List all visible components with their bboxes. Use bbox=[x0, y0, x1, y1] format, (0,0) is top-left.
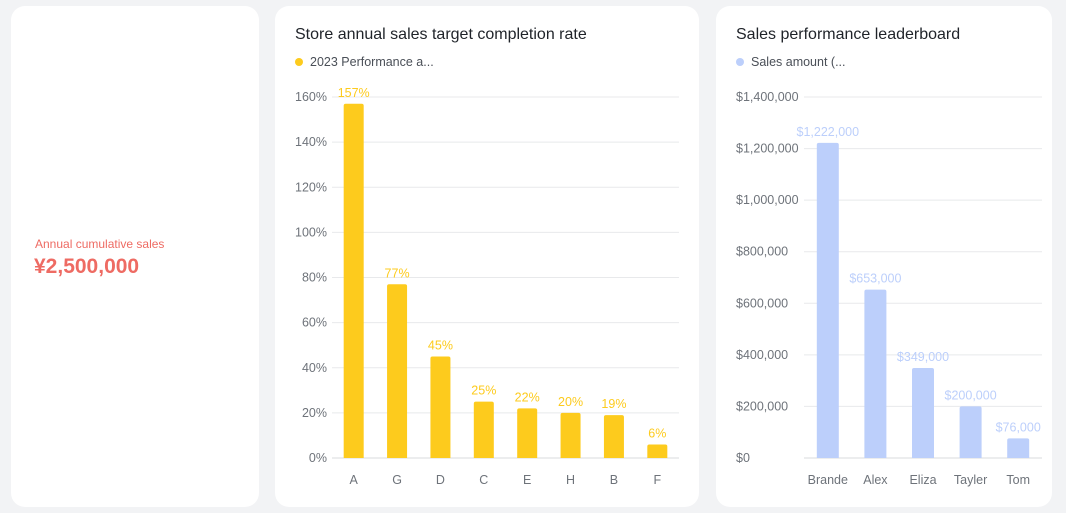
data-label: $200,000 bbox=[945, 388, 997, 402]
y-tick-label: $400,000 bbox=[736, 348, 788, 362]
x-tick-label: Tom bbox=[1006, 473, 1030, 487]
x-tick-label: E bbox=[523, 473, 531, 487]
bar-d[interactable] bbox=[430, 356, 451, 458]
x-tick-label: D bbox=[436, 473, 445, 487]
y-tick-label: 160% bbox=[295, 90, 327, 104]
kpi-value: ¥2,500,000 bbox=[34, 255, 140, 278]
x-tick-label: Alex bbox=[863, 473, 888, 487]
data-label: 157% bbox=[338, 86, 370, 100]
bar-brande[interactable] bbox=[816, 142, 839, 459]
y-tick-label: $1,400,000 bbox=[736, 90, 799, 104]
data-label: 22% bbox=[515, 390, 540, 404]
bar-h[interactable] bbox=[560, 412, 581, 458]
y-tick-label: $200,000 bbox=[736, 399, 788, 413]
completion-rate-card: Store annual sales target completion rat… bbox=[275, 6, 699, 507]
y-tick-label: $600,000 bbox=[736, 296, 788, 310]
data-label: $76,000 bbox=[996, 420, 1041, 434]
x-tick-label: Eliza bbox=[909, 473, 936, 487]
kpi-label: Annual cumulative sales bbox=[35, 237, 165, 251]
data-label: 6% bbox=[648, 426, 666, 440]
y-tick-label: 60% bbox=[302, 316, 327, 330]
y-tick-label: $800,000 bbox=[736, 245, 788, 259]
y-tick-label: 100% bbox=[295, 225, 327, 239]
x-tick-label: Tayler bbox=[954, 473, 987, 487]
legend-dot-icon bbox=[736, 58, 744, 66]
y-tick-label: $1,000,000 bbox=[736, 193, 799, 207]
chart-title: Sales performance leaderboard bbox=[736, 26, 961, 43]
data-label: 20% bbox=[558, 395, 583, 409]
bar-f[interactable] bbox=[647, 444, 668, 458]
x-tick-label: C bbox=[479, 473, 488, 487]
y-tick-label: 80% bbox=[302, 271, 327, 285]
y-tick-label: 120% bbox=[295, 180, 327, 194]
bar-b[interactable] bbox=[603, 415, 624, 458]
bar-tayler[interactable] bbox=[959, 406, 982, 458]
y-tick-label: 0% bbox=[309, 451, 327, 465]
bar-tom[interactable] bbox=[1007, 438, 1030, 458]
x-tick-label: A bbox=[350, 473, 359, 487]
data-label: 77% bbox=[385, 266, 410, 280]
y-tick-label: 20% bbox=[302, 406, 327, 420]
chart-legend[interactable]: 2023 Performance a... bbox=[295, 55, 434, 69]
chart-legend[interactable]: Sales amount (... bbox=[736, 55, 846, 69]
x-tick-label: B bbox=[610, 473, 618, 487]
data-label: 25% bbox=[471, 384, 496, 398]
y-tick-label: 40% bbox=[302, 361, 327, 375]
bar-a[interactable] bbox=[343, 103, 364, 459]
x-tick-label: Brande bbox=[808, 473, 848, 487]
legend-label: Sales amount (... bbox=[751, 55, 846, 69]
x-tick-label: F bbox=[653, 473, 661, 487]
legend-dot-icon bbox=[295, 58, 303, 66]
bar-g[interactable] bbox=[387, 284, 408, 458]
sales-leaderboard-chart: $0 $200,000 $400,000 $600,000 $800,000 $1,000… bbox=[736, 90, 1042, 487]
bar-c[interactable] bbox=[473, 401, 494, 458]
data-label: 19% bbox=[601, 397, 626, 411]
chart-title: Store annual sales target completion rat… bbox=[295, 26, 587, 43]
bar-e[interactable] bbox=[517, 408, 538, 458]
y-tick-label: $0 bbox=[736, 451, 750, 465]
data-label: 45% bbox=[428, 338, 453, 352]
data-label: $1,222,000 bbox=[797, 125, 860, 139]
sales-leaderboard-card: Sales performance leaderboard Sales amou… bbox=[716, 6, 1052, 507]
y-tick-label: 140% bbox=[295, 135, 327, 149]
bar-alex[interactable] bbox=[864, 289, 887, 458]
legend-label: 2023 Performance a... bbox=[310, 55, 434, 69]
y-tick-label: $1,200,000 bbox=[736, 142, 799, 156]
data-label: $349,000 bbox=[897, 350, 949, 364]
data-label: $653,000 bbox=[849, 272, 901, 286]
x-tick-label: G bbox=[392, 473, 402, 487]
x-tick-label: H bbox=[566, 473, 575, 487]
completion-rate-chart: 0% 20% 40% 60% 80% 100% 120% 140% 160% 157% A 77% G 4… bbox=[295, 86, 679, 487]
bar-eliza[interactable] bbox=[912, 368, 934, 458]
kpi-card: Annual cumulative sales ¥2,500,000 bbox=[11, 6, 259, 507]
